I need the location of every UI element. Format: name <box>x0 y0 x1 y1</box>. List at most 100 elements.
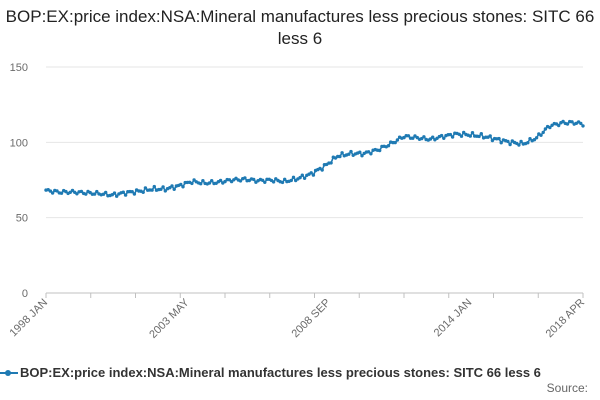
data-point[interactable] <box>92 192 97 196</box>
data-point[interactable] <box>207 181 212 185</box>
data-point[interactable] <box>238 179 243 183</box>
data-point[interactable] <box>150 188 154 192</box>
data-point[interactable] <box>320 168 324 172</box>
data-point[interactable] <box>358 150 362 154</box>
data-point[interactable] <box>130 190 134 194</box>
data-point[interactable] <box>75 192 79 196</box>
data-point[interactable] <box>50 191 55 195</box>
data-point[interactable] <box>298 175 302 180</box>
data-point[interactable] <box>570 120 574 124</box>
data-point[interactable] <box>579 121 583 126</box>
data-point[interactable] <box>488 134 492 138</box>
data-point[interactable] <box>422 135 426 139</box>
data-point[interactable] <box>431 135 435 139</box>
data-point[interactable] <box>170 184 174 188</box>
data-point[interactable] <box>123 193 128 197</box>
data-point[interactable] <box>243 176 247 180</box>
data-point[interactable] <box>497 136 501 141</box>
data-point[interactable] <box>462 130 466 135</box>
data-point[interactable] <box>490 138 495 143</box>
data-point[interactable] <box>143 186 148 190</box>
data-point[interactable] <box>519 139 523 144</box>
data-point[interactable] <box>541 130 545 135</box>
data-point[interactable] <box>59 191 64 195</box>
data-point[interactable] <box>468 134 472 138</box>
data-point[interactable] <box>152 184 156 189</box>
data-point[interactable] <box>190 181 194 186</box>
data-point[interactable] <box>163 189 167 193</box>
data-point[interactable] <box>132 192 137 196</box>
data-point[interactable] <box>300 173 304 177</box>
data-point[interactable] <box>477 134 481 139</box>
data-point[interactable] <box>459 134 464 138</box>
data-point[interactable] <box>369 152 373 156</box>
data-point[interactable] <box>439 133 444 138</box>
data-point[interactable] <box>347 152 351 156</box>
data-point[interactable] <box>79 189 84 194</box>
data-point[interactable] <box>311 173 316 177</box>
data-point[interactable] <box>179 182 183 187</box>
data-point[interactable] <box>534 136 539 140</box>
data-point[interactable] <box>360 154 364 158</box>
data-point[interactable] <box>263 180 267 184</box>
data-point[interactable] <box>532 138 537 142</box>
data-point[interactable] <box>386 144 391 148</box>
data-point[interactable] <box>395 138 400 142</box>
data-point[interactable] <box>172 187 176 191</box>
data-point[interactable] <box>210 179 214 183</box>
data-point[interactable] <box>161 185 165 189</box>
data-point[interactable] <box>411 136 415 140</box>
data-point[interactable] <box>448 132 453 137</box>
data-point[interactable] <box>280 180 285 185</box>
data-point[interactable] <box>499 141 503 145</box>
data-point[interactable] <box>252 177 256 182</box>
data-point[interactable] <box>517 143 521 147</box>
data-point[interactable] <box>329 161 333 165</box>
data-point[interactable] <box>159 187 163 191</box>
data-point[interactable] <box>289 178 293 183</box>
data-point[interactable] <box>48 189 53 193</box>
data-point[interactable] <box>561 119 565 124</box>
data-point[interactable] <box>457 132 461 136</box>
data-point[interactable] <box>309 171 313 175</box>
legend-series-label[interactable]: BOP:EX:price index:NSA:Mineral manufactu… <box>20 365 541 380</box>
data-point[interactable] <box>271 180 276 184</box>
data-point[interactable] <box>450 135 455 139</box>
data-point[interactable] <box>121 190 126 194</box>
series-line[interactable] <box>45 120 584 197</box>
data-point[interactable] <box>141 190 145 194</box>
data-point[interactable] <box>104 190 108 195</box>
data-point[interactable] <box>115 194 119 198</box>
data-point[interactable] <box>539 133 543 137</box>
data-point[interactable] <box>506 139 510 144</box>
data-point[interactable] <box>340 151 344 155</box>
data-point[interactable] <box>565 122 570 126</box>
data-point[interactable] <box>557 123 561 128</box>
data-point[interactable] <box>338 154 342 159</box>
data-point[interactable] <box>55 189 59 193</box>
data-point[interactable] <box>548 125 552 130</box>
data-point[interactable] <box>223 179 227 184</box>
data-point[interactable] <box>201 179 205 183</box>
data-point[interactable] <box>526 141 530 145</box>
data-point[interactable] <box>393 140 397 145</box>
data-point[interactable] <box>84 192 88 196</box>
data-point[interactable] <box>442 136 446 140</box>
data-point[interactable] <box>260 178 265 182</box>
data-point[interactable] <box>402 135 406 140</box>
data-point[interactable] <box>528 137 532 141</box>
legend[interactable]: BOP:EX:price index:NSA:Mineral manufactu… <box>0 364 600 382</box>
data-point[interactable] <box>199 182 203 186</box>
data-point[interactable] <box>470 131 475 135</box>
data-point[interactable] <box>366 150 371 154</box>
data-point[interactable] <box>291 175 296 179</box>
data-point[interactable] <box>508 142 512 147</box>
data-point[interactable] <box>181 185 185 189</box>
data-point[interactable] <box>283 177 287 181</box>
data-point[interactable] <box>218 178 223 183</box>
data-point[interactable] <box>543 127 548 131</box>
data-point[interactable] <box>95 189 99 194</box>
data-point[interactable] <box>349 149 353 154</box>
data-point[interactable] <box>112 191 117 195</box>
data-point[interactable] <box>378 148 382 153</box>
